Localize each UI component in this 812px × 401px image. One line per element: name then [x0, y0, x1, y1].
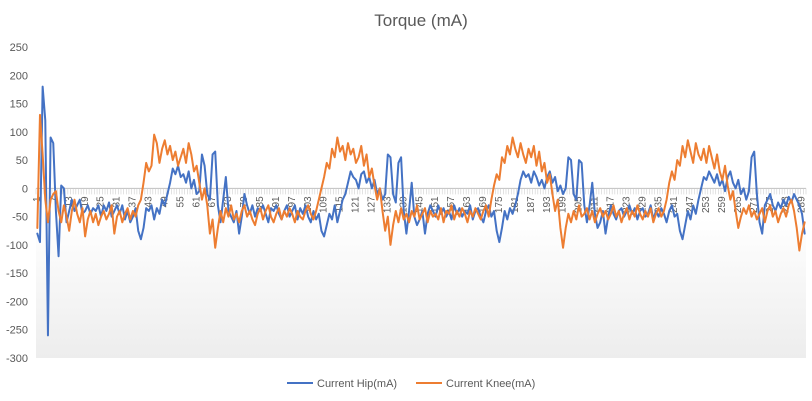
chart-title: Torque (mA) — [374, 11, 468, 30]
x-tick-label: 19 — [80, 196, 91, 208]
x-tick-label: 97 — [287, 196, 298, 208]
x-tick-label: 79 — [239, 196, 250, 208]
x-tick-label: 223 — [621, 196, 632, 213]
x-tick-label: 175 — [494, 196, 505, 213]
x-tick-label: 115 — [335, 196, 346, 212]
y-tick-label: 200 — [10, 70, 28, 82]
x-tick-label: 271 — [749, 196, 760, 213]
x-tick-label: 289 — [797, 196, 808, 213]
x-tick-label: 127 — [367, 196, 378, 213]
x-tick-label: 235 — [653, 196, 664, 213]
y-tick-label: -200 — [6, 296, 28, 308]
y-tick-label: -250 — [6, 325, 28, 337]
x-tick-label: 31 — [112, 196, 123, 208]
x-tick-label: 199 — [558, 196, 569, 213]
legend-label: Current Hip(mA) — [317, 378, 397, 390]
x-tick-label: 151 — [430, 196, 441, 213]
y-tick-label: 50 — [16, 155, 28, 167]
x-tick-label: 121 — [351, 196, 362, 213]
x-tick-label: 7 — [48, 196, 59, 202]
x-tick-label: 163 — [462, 196, 473, 213]
x-tick-label: 37 — [128, 196, 139, 208]
x-tick-label: 193 — [542, 196, 553, 213]
x-tick-label: 55 — [175, 196, 186, 208]
y-tick-label: -150 — [6, 268, 28, 280]
x-tick-label: 169 — [478, 196, 489, 213]
x-tick-label: 13 — [64, 196, 75, 208]
legend-label: Current Knee(mA) — [446, 378, 535, 390]
x-tick-label: 187 — [526, 196, 537, 213]
series-line-knee — [36, 113, 806, 252]
x-tick-label: 109 — [319, 196, 330, 213]
y-tick-label: 250 — [10, 42, 28, 54]
x-tick-label: 241 — [669, 196, 680, 213]
y-tick-label: -300 — [6, 353, 28, 365]
y-tick-label: -100 — [6, 240, 28, 252]
y-tick-label: 150 — [10, 99, 28, 111]
series-layer — [36, 85, 806, 337]
x-tick-label: 229 — [637, 196, 648, 213]
x-tick-label: 247 — [685, 196, 696, 213]
x-tick-label: 67 — [207, 196, 218, 208]
x-tick-label: 145 — [414, 196, 425, 213]
x-tick-label: 43 — [143, 196, 154, 208]
x-tick-label: 91 — [271, 196, 282, 208]
x-tick-label: 265 — [733, 196, 744, 213]
x-tick-label: 253 — [701, 196, 712, 213]
x-tick-label: 85 — [255, 196, 266, 208]
x-tick-label: 61 — [191, 196, 202, 208]
x-tick-label: 25 — [96, 196, 107, 208]
y-tick-label: 100 — [10, 127, 28, 139]
x-tick-label: 133 — [382, 196, 393, 213]
y-tick-label: 0 — [22, 183, 28, 195]
y-axis: 250 200 150 100 50 0 -50 -100 -150 -200 -250 -300 — [6, 42, 28, 365]
y-tick-label: -50 — [12, 212, 28, 224]
x-tick-label: 259 — [717, 196, 728, 213]
legend: Current Hip(mA) Current Knee(mA) — [287, 378, 535, 390]
